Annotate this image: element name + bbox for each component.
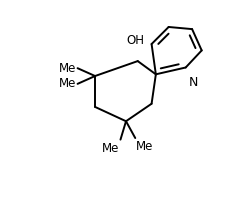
Text: Me: Me bbox=[59, 77, 77, 90]
Text: Me: Me bbox=[102, 142, 119, 155]
Text: OH: OH bbox=[127, 34, 145, 47]
Text: N: N bbox=[189, 76, 198, 89]
Text: Me: Me bbox=[136, 140, 154, 153]
Text: Me: Me bbox=[59, 62, 77, 75]
